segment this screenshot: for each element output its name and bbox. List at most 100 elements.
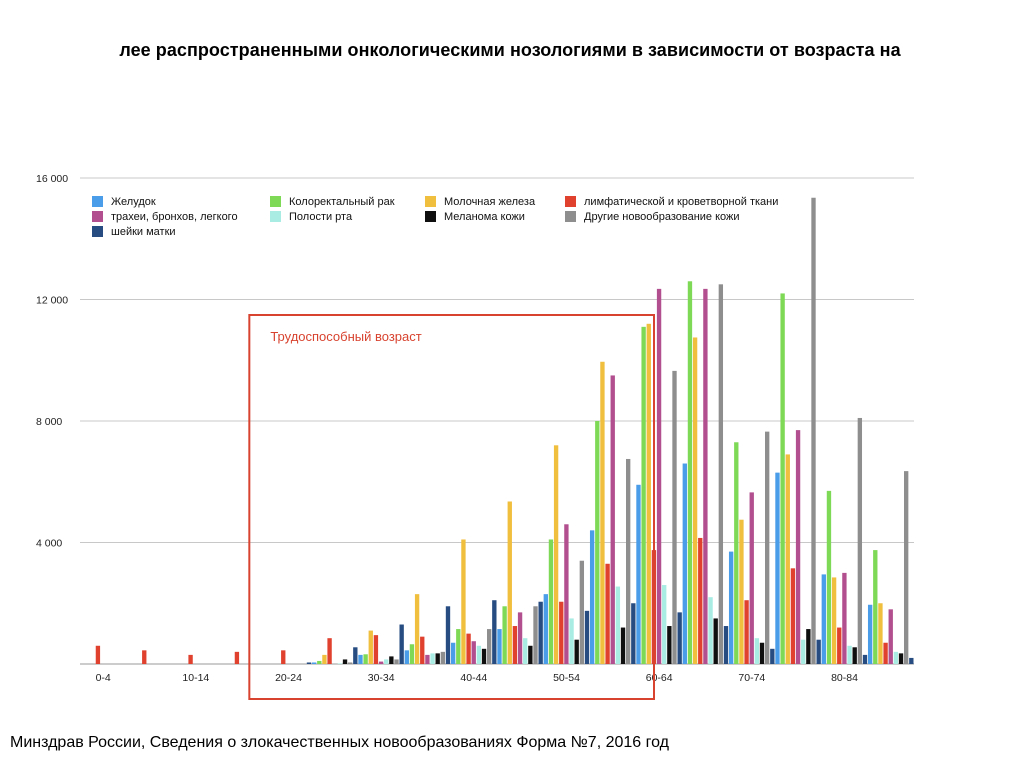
bar-меланома-кожи-75-79 (806, 629, 811, 664)
bar-желудок-75-79 (775, 472, 780, 664)
bar-лимфатической-и-кроветворной-ткани-0-4 (95, 645, 101, 664)
bar-желудок-25-29 (311, 662, 317, 664)
bar-лимфатической-и-кроветворной-ткани-85+ (883, 642, 888, 664)
bar-лимфатической-и-кроветворной-ткани-55-59 (605, 563, 610, 664)
bar-шейки-матки-80-84 (862, 654, 868, 664)
bar-молочная-железа-85+ (878, 603, 883, 664)
bar-желудок-85+ (867, 604, 873, 664)
bar-шейки-матки-65-69 (723, 626, 729, 664)
bar-полости-рта-40-44 (476, 645, 482, 664)
legend-swatch-другие-новообразование-кожи (565, 211, 576, 222)
page-title: лее распространенными онкологическими но… (119, 40, 901, 60)
bar-колоректальный-рак-75-79 (780, 293, 785, 664)
bar-молочная-железа-70-74 (739, 519, 744, 664)
bar-полости-рта-55-59 (615, 586, 621, 664)
bar-молочная-железа-35-39 (414, 594, 420, 664)
bar-полости-рта-35-39 (430, 653, 435, 664)
bar-полости-рта-45-49 (523, 638, 528, 664)
bar-молочная-железа-25-29 (322, 654, 327, 664)
bar-колоректальный-рак-45-49 (502, 606, 507, 664)
bar-шейки-матки-75-79 (816, 639, 821, 664)
bar-молочная-железа-45-49 (507, 501, 512, 664)
legend-swatch-молочная-железа (425, 196, 436, 207)
bar-трахеи-бронхов-легкого-85+ (888, 609, 893, 664)
bar-желудок-50-54 (543, 594, 548, 664)
bar-лимфатической-и-кроветворной-ткани-80-84 (837, 627, 842, 664)
legend-swatch-полости-рта (270, 211, 281, 222)
bar-полости-рта-80-84 (847, 645, 852, 664)
bar-колоректальный-рак-25-29 (317, 660, 322, 664)
legend-label-полости-рта: Полости рта (289, 211, 353, 223)
bar-шейки-матки-40-44 (492, 600, 497, 664)
annotation-layer: Трудоспособный возраст (248, 314, 655, 700)
bar-другие-новообразование-кожи-75-79 (811, 197, 816, 664)
legend-swatch-желудок (92, 196, 103, 207)
bar-трахеи-бронхов-легкого-55-59 (610, 375, 615, 664)
bar-шейки-матки-60-64 (677, 612, 682, 664)
bar-колоректальный-рак-50-54 (548, 539, 554, 664)
bar-полости-рта-85+ (893, 651, 899, 664)
legend-label-лимфатической-и-кроветворной-ткани: лимфатической и кроветворной ткани (584, 196, 778, 208)
bar-молочная-железа-80-84 (831, 577, 837, 664)
bar-желудок-45-49 (497, 629, 502, 664)
x-tick-label: 80-84 (831, 672, 858, 684)
legend-label-шейки-матки: шейки матки (111, 226, 176, 238)
bar-полости-рта-30-34 (384, 659, 389, 664)
bar-меланома-кожи-85+ (898, 653, 904, 664)
legend-label-молочная-железа: Молочная железа (444, 196, 536, 208)
bar-колоректальный-рак-40-44 (456, 629, 461, 664)
legend: Желудок Колоректальный рак Молочная железа… (92, 196, 778, 238)
grid-layer: 4 000 8 000 12 000 16 000 (36, 173, 914, 665)
bar-другие-новообразование-кожи-50-54 (579, 560, 585, 664)
bar-колоректальный-рак-35-39 (409, 644, 415, 664)
bar-меланома-кожи-40-44 (481, 648, 487, 664)
bar-меланома-кожи-80-84 (852, 647, 857, 664)
x-tick-label: 60-64 (646, 672, 673, 684)
bar-другие-новообразование-кожи-65-69 (718, 284, 724, 664)
bar-другие-новообразование-кожи-45-49 (533, 606, 538, 664)
bar-шейки-матки-55-59 (631, 603, 636, 664)
bar-меланома-кожи-35-39 (435, 653, 440, 664)
bar-трахеи-бронхов-легкого-40-44 (471, 641, 476, 664)
x-tick-label: 0-4 (96, 672, 111, 684)
bar-лимфатической-и-кроветворной-ткани-20-24 (281, 650, 286, 664)
x-tick-label: 20-24 (275, 672, 302, 684)
bar-колоректальный-рак-60-64 (641, 326, 646, 664)
bar-трахеи-бронхов-легкого-50-54 (564, 524, 569, 664)
legend-label-другие-новообразование-кожи: Другие новообразование кожи (584, 211, 740, 223)
bar-лимфатической-и-кроветворной-ткани-25-29 (327, 638, 332, 664)
bar-молочная-железа-30-34 (368, 630, 373, 664)
bar-другие-новообразование-кожи-40-44 (487, 629, 492, 664)
bar-лимфатической-и-кроветворной-ткани-65-69 (698, 537, 703, 664)
bar-меланома-кожи-60-64 (667, 626, 672, 664)
bar-лимфатической-и-кроветворной-ткани-70-74 (744, 600, 749, 664)
bar-другие-новообразование-кожи-70-74 (765, 431, 770, 664)
bar-трахеи-бронхов-легкого-60-64 (656, 288, 662, 664)
bar-другие-новообразование-кожи-25-29 (348, 662, 353, 664)
bar-полости-рта-65-69 (708, 597, 713, 664)
bar-желудок-65-69 (682, 463, 687, 664)
working-age-box (248, 314, 655, 700)
bar-лимфатической-и-кроветворной-ткани-35-39 (420, 636, 425, 664)
bar-колоректальный-рак-65-69 (687, 281, 693, 664)
bar-шейки-матки-25-29 (353, 647, 358, 664)
bar-колоректальный-рак-85+ (873, 550, 878, 664)
legend-swatch-колоректальный-рак (270, 196, 281, 207)
bar-желудок-30-34 (358, 654, 363, 664)
bar-лимфатической-и-кроветворной-ткани-10-14 (188, 654, 193, 664)
bar-лимфатической-и-кроветворной-ткани-45-49 (512, 626, 518, 664)
bar-меланома-кожи-30-34 (389, 656, 394, 664)
bar-желудок-60-64 (636, 484, 641, 664)
bar-желудок-70-74 (728, 551, 734, 664)
bar-лимфатической-и-кроветворной-ткани-30-34 (373, 635, 379, 664)
legend-label-трахеи-бронхов-легкого: трахеи, бронхов, легкого (111, 211, 238, 223)
bar-трахеи-бронхов-легкого-75-79 (795, 430, 801, 664)
bar-желудок-80-84 (821, 574, 826, 664)
legend-label-колоректальный-рак: Колоректальный рак (289, 196, 395, 208)
bar-молочная-железа-40-44 (461, 539, 466, 664)
legend-label-желудок: Желудок (111, 196, 156, 208)
source-caption: Минздрав России, Сведения о злокачествен… (10, 734, 669, 751)
bar-желудок-40-44 (450, 642, 456, 664)
bars-layer (95, 197, 914, 664)
